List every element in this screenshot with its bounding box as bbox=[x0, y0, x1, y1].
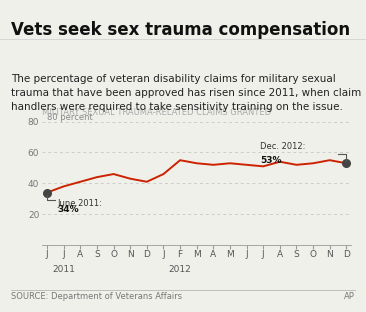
Text: 53%: 53% bbox=[260, 156, 281, 164]
Text: 2012: 2012 bbox=[168, 265, 191, 274]
Text: The percentage of veteran disability claims for military sexual
trauma that have: The percentage of veteran disability cla… bbox=[11, 74, 361, 112]
Text: 2011: 2011 bbox=[52, 265, 75, 274]
Text: Dec. 2012:: Dec. 2012: bbox=[260, 142, 305, 151]
Text: MILITARY SEXUAL TRAUMA-RELATED CLAIMS GRANTED: MILITARY SEXUAL TRAUMA-RELATED CLAIMS GR… bbox=[42, 108, 271, 117]
Text: AP: AP bbox=[344, 292, 355, 301]
Text: SOURCE: Department of Veterans Affairs: SOURCE: Department of Veterans Affairs bbox=[11, 292, 182, 301]
Text: 34%: 34% bbox=[57, 205, 79, 214]
Text: 80 percent: 80 percent bbox=[47, 113, 93, 122]
Text: Vets seek sex trauma compensation: Vets seek sex trauma compensation bbox=[11, 21, 350, 39]
Text: June 2011:: June 2011: bbox=[57, 199, 102, 208]
